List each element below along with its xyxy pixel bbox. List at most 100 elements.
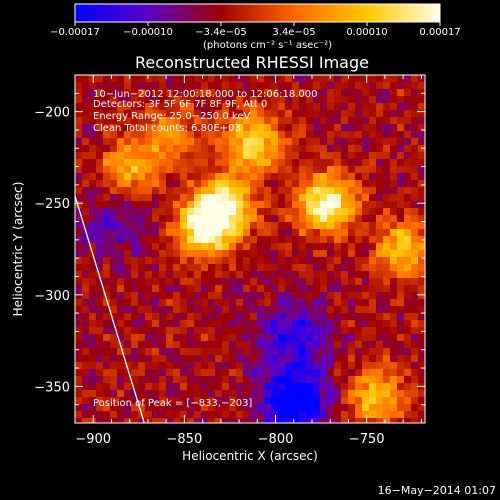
heatmap-cell: [103, 124, 111, 132]
heatmap-cell: [152, 327, 160, 335]
heatmap-cell: [348, 89, 356, 97]
heatmap-cell: [264, 110, 272, 118]
heatmap-cell: [327, 327, 335, 335]
heatmap-cell: [327, 236, 335, 244]
heatmap-cell: [390, 187, 398, 195]
heatmap-cell: [180, 229, 188, 237]
heatmap-cell: [222, 103, 230, 111]
heatmap-cell: [180, 334, 188, 342]
heatmap-cell: [103, 320, 111, 328]
heatmap-cell: [194, 159, 202, 167]
heatmap-cell: [194, 229, 202, 237]
heatmap-cell: [96, 292, 104, 300]
heatmap-cell: [369, 348, 377, 356]
heatmap-cell: [271, 299, 279, 307]
heatmap-cell: [404, 89, 412, 97]
heatmap-cell: [362, 187, 370, 195]
heatmap-cell: [264, 117, 272, 125]
heatmap-cell: [173, 201, 181, 209]
heatmap-cell: [166, 159, 174, 167]
heatmap-cell: [75, 215, 83, 223]
heatmap-cell: [159, 320, 167, 328]
heatmap-cell: [152, 201, 160, 209]
heatmap-cell: [355, 341, 363, 349]
heatmap-cell: [390, 292, 398, 300]
heatmap-cell: [404, 131, 412, 139]
heatmap-cell: [341, 229, 349, 237]
heatmap-cell: [152, 103, 160, 111]
heatmap-cell: [236, 173, 244, 181]
heatmap-cell: [327, 313, 335, 321]
heatmap-cell: [250, 124, 258, 132]
heatmap-cell: [75, 404, 83, 412]
heatmap-cell: [369, 355, 377, 363]
heatmap-cell: [229, 208, 237, 216]
heatmap-cell: [124, 355, 132, 363]
heatmap-cell: [166, 257, 174, 265]
heatmap-cell: [89, 208, 97, 216]
heatmap-cell: [96, 145, 104, 153]
heatmap-cell: [243, 418, 251, 423]
heatmap-cell: [229, 159, 237, 167]
heatmap-cell: [306, 369, 314, 377]
heatmap-cell: [215, 299, 223, 307]
heatmap-cell: [250, 285, 258, 293]
heatmap-cell: [376, 103, 384, 111]
heatmap-cell: [341, 285, 349, 293]
heatmap-cell: [124, 278, 132, 286]
heatmap-cell: [236, 152, 244, 160]
heatmap-cell: [327, 215, 335, 223]
heatmap-cell: [404, 285, 412, 293]
heatmap-cell: [285, 299, 293, 307]
heatmap-cell: [145, 250, 153, 258]
heatmap-cell: [124, 257, 132, 265]
heatmap-cell: [299, 390, 307, 398]
heatmap-cell: [166, 138, 174, 146]
heatmap-cell: [89, 264, 97, 272]
heatmap-cell: [243, 229, 251, 237]
heatmap-cell: [229, 201, 237, 209]
heatmap-cell: [250, 152, 258, 160]
heatmap-cell: [369, 215, 377, 223]
heatmap-cell: [306, 208, 314, 216]
heatmap-cell: [264, 362, 272, 370]
heatmap-cell: [278, 264, 286, 272]
heatmap-cell: [215, 173, 223, 181]
heatmap-cell: [117, 180, 125, 188]
heatmap-cell: [75, 82, 83, 90]
heatmap-cell: [222, 334, 230, 342]
annotation-line: Energy Range: 25.0−250.0 keV: [93, 111, 250, 122]
heatmap-cell: [369, 208, 377, 216]
heatmap-cell: [194, 110, 202, 118]
heatmap-cell: [341, 376, 349, 384]
heatmap-cell: [166, 173, 174, 181]
heatmap-cell: [131, 411, 139, 419]
heatmap-cell: [271, 131, 279, 139]
heatmap-cell: [362, 180, 370, 188]
heatmap-cell: [215, 418, 223, 423]
heatmap-cell: [355, 229, 363, 237]
heatmap-cell: [229, 264, 237, 272]
heatmap-cell: [96, 138, 104, 146]
heatmap-cell: [96, 152, 104, 160]
heatmap-cell: [96, 124, 104, 132]
heatmap-cell: [355, 110, 363, 118]
heatmap-cell: [334, 264, 342, 272]
heatmap-cell: [166, 117, 174, 125]
heatmap-cell: [208, 271, 216, 279]
heatmap-cell: [222, 355, 230, 363]
heatmap-cell: [229, 341, 237, 349]
heatmap-cell: [166, 341, 174, 349]
heatmap-cell: [229, 82, 237, 90]
heatmap-cell: [250, 299, 258, 307]
heatmap-cell: [397, 145, 405, 153]
heatmap-cell: [187, 82, 195, 90]
heatmap-cell: [369, 404, 377, 412]
heatmap-cell: [131, 215, 139, 223]
heatmap-cell: [229, 313, 237, 321]
heatmap-cell: [334, 348, 342, 356]
heatmap-cell: [145, 243, 153, 251]
heatmap-cell: [327, 187, 335, 195]
heatmap-cell: [208, 278, 216, 286]
heatmap-cell: [327, 306, 335, 314]
